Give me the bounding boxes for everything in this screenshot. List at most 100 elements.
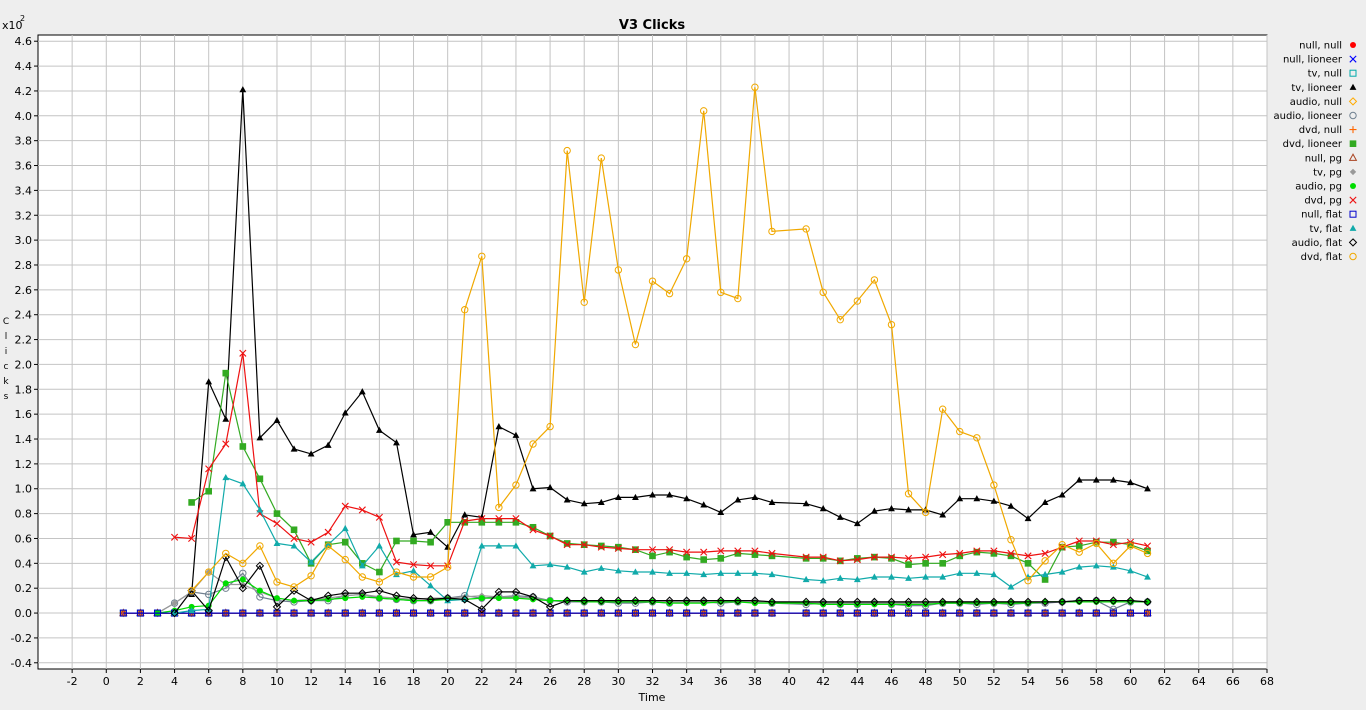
data-point <box>853 297 862 305</box>
data-point <box>290 534 298 543</box>
data-point <box>649 609 656 617</box>
data-point <box>597 543 605 551</box>
data-point <box>410 609 418 617</box>
data-point <box>376 595 383 602</box>
data-point <box>802 609 810 617</box>
data-point <box>836 557 844 565</box>
legend-item: audio, lioneer <box>1274 111 1357 122</box>
data-point <box>734 547 742 555</box>
x-tick-label: 56 <box>1055 675 1069 688</box>
data-point <box>853 597 862 607</box>
data-point <box>1126 542 1135 550</box>
data-point <box>716 596 725 605</box>
series-line <box>191 89 1148 595</box>
data-point <box>204 590 213 599</box>
data-point <box>1126 538 1135 546</box>
data-point <box>511 587 521 597</box>
data-point <box>478 519 486 526</box>
data-point <box>904 554 913 562</box>
data-point <box>1024 514 1032 522</box>
x-tick-label: 14 <box>338 675 352 688</box>
data-point <box>324 541 332 548</box>
y-tick-label: 0.4 <box>15 557 33 570</box>
data-point <box>546 422 554 431</box>
data-point <box>461 609 469 617</box>
legend-marker <box>1349 140 1357 147</box>
x-tick-label: 6 <box>205 675 212 688</box>
data-point <box>717 288 725 297</box>
data-point <box>478 542 486 549</box>
data-point <box>272 602 282 612</box>
legend-item: dvd, flat <box>1301 252 1357 263</box>
data-point <box>393 439 400 446</box>
data-point <box>905 574 912 581</box>
grid <box>38 35 1268 669</box>
data-point <box>290 445 298 452</box>
series-15 <box>187 83 1152 595</box>
x-tick-label: 50 <box>953 675 967 688</box>
legend-label: audio, pg <box>1295 182 1342 193</box>
data-point <box>767 597 777 607</box>
x-tick-label: 66 <box>1226 675 1240 688</box>
data-point <box>905 506 912 513</box>
x-tick-label: 4 <box>171 675 178 688</box>
data-point <box>922 601 929 608</box>
x-tick-label: 30 <box>611 675 625 688</box>
data-point <box>870 553 878 561</box>
data-point <box>614 544 622 553</box>
data-point <box>392 609 400 617</box>
data-point <box>631 609 639 617</box>
data-point <box>273 539 281 547</box>
y-tick-label: 2.0 <box>15 358 33 371</box>
data-point <box>614 493 622 501</box>
data-point <box>768 227 776 236</box>
data-point <box>324 528 332 536</box>
data-point <box>324 609 332 617</box>
series-layer <box>119 83 1152 618</box>
data-point <box>375 578 384 586</box>
legend-item: null, null <box>1299 41 1356 52</box>
data-point <box>632 493 639 501</box>
data-point <box>1007 549 1015 557</box>
y-tick-label: 2.8 <box>15 259 33 272</box>
data-point <box>683 609 691 617</box>
legend-label: null, lioneer <box>1283 55 1343 66</box>
data-point <box>683 548 691 556</box>
legend-item: dvd, null <box>1299 125 1357 136</box>
y-tick-label: 3.0 <box>15 234 33 247</box>
data-point <box>273 519 281 528</box>
data-point <box>256 542 264 550</box>
x-tick-label: 68 <box>1260 675 1274 688</box>
y-tick-label: 0.6 <box>15 532 33 545</box>
data-point <box>307 538 315 546</box>
legend-item: null, flat <box>1301 210 1357 221</box>
y-tick-label: 3.4 <box>15 184 33 197</box>
data-point <box>324 441 332 448</box>
data-point <box>460 595 469 604</box>
data-point <box>187 586 196 595</box>
data-point <box>205 378 213 385</box>
y-axis-label-char: i <box>5 347 8 357</box>
data-point <box>1110 538 1117 546</box>
y-tick-label: 2.2 <box>15 334 33 347</box>
data-point <box>734 550 742 557</box>
data-point <box>239 349 247 357</box>
data-point <box>426 595 435 604</box>
data-point <box>1007 552 1015 560</box>
data-point <box>1092 562 1100 569</box>
data-point <box>1075 563 1083 570</box>
data-point <box>580 596 589 605</box>
data-point <box>341 538 349 546</box>
x-tick-label: 8 <box>239 675 246 688</box>
data-point <box>290 526 298 534</box>
data-point <box>188 588 195 596</box>
data-point <box>188 606 196 614</box>
data-point <box>273 416 281 423</box>
data-point <box>443 593 452 603</box>
data-point <box>1109 476 1117 483</box>
data-point <box>546 532 554 540</box>
y-tick-label: 4.2 <box>15 85 33 98</box>
data-point <box>820 601 827 608</box>
data-point <box>853 519 861 527</box>
data-point <box>818 597 828 607</box>
